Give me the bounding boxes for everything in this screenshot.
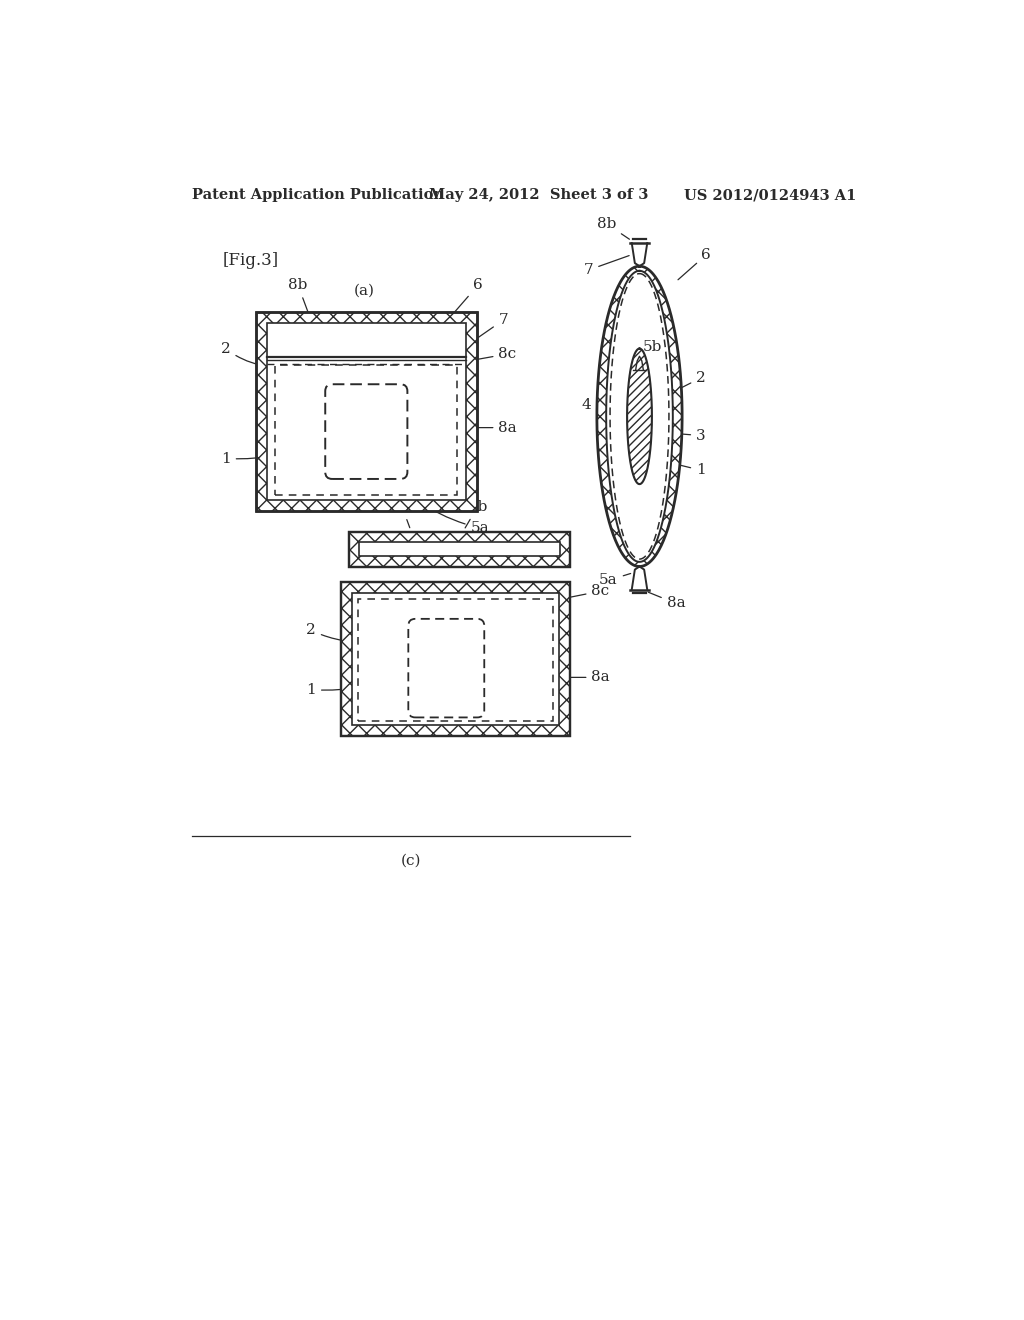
Text: 4: 4 bbox=[582, 397, 606, 412]
Polygon shape bbox=[606, 271, 673, 562]
Bar bbox=[359, 541, 560, 557]
Polygon shape bbox=[610, 273, 669, 560]
Bar bbox=[349, 532, 569, 566]
Text: 5a: 5a bbox=[417, 500, 489, 535]
Text: 2: 2 bbox=[221, 342, 267, 366]
Bar bbox=[349, 532, 569, 566]
Text: (a): (a) bbox=[354, 284, 375, 298]
Text: 8a: 8a bbox=[570, 671, 610, 684]
Text: [Fig.3]: [Fig.3] bbox=[222, 252, 279, 268]
Bar bbox=[349, 532, 569, 566]
Text: 8a: 8a bbox=[648, 593, 685, 610]
Text: 1: 1 bbox=[221, 444, 324, 466]
Text: 8b: 8b bbox=[289, 279, 309, 315]
Text: 1: 1 bbox=[306, 677, 407, 697]
Text: 6: 6 bbox=[678, 248, 712, 280]
Text: 2: 2 bbox=[306, 623, 351, 642]
Text: 3: 3 bbox=[657, 429, 706, 442]
Text: 2: 2 bbox=[673, 371, 706, 392]
Text: 8c: 8c bbox=[467, 347, 516, 362]
Text: US 2012/0124943 A1: US 2012/0124943 A1 bbox=[684, 189, 857, 202]
Bar bbox=[358, 599, 553, 721]
Text: 6: 6 bbox=[452, 279, 482, 315]
Text: (b): (b) bbox=[638, 284, 659, 298]
Text: 8b: 8b bbox=[465, 500, 487, 528]
Bar bbox=[352, 593, 559, 725]
Bar bbox=[341, 582, 569, 737]
Bar bbox=[275, 364, 458, 495]
Text: 5b: 5b bbox=[386, 341, 408, 362]
Bar bbox=[266, 323, 466, 500]
Text: 7: 7 bbox=[397, 500, 410, 528]
Bar bbox=[266, 323, 466, 500]
Text: 8a: 8a bbox=[477, 421, 517, 434]
Bar bbox=[256, 313, 477, 511]
Bar bbox=[341, 582, 569, 737]
Polygon shape bbox=[597, 267, 682, 566]
Text: 5b: 5b bbox=[643, 341, 662, 354]
Text: 5a: 5a bbox=[599, 573, 631, 587]
Bar bbox=[256, 313, 477, 511]
Text: 8c: 8c bbox=[557, 585, 609, 599]
Text: 7: 7 bbox=[477, 313, 508, 338]
Bar bbox=[359, 541, 560, 557]
Text: Patent Application Publication: Patent Application Publication bbox=[191, 189, 443, 202]
Bar bbox=[341, 582, 569, 737]
Text: 1: 1 bbox=[656, 459, 706, 478]
Polygon shape bbox=[627, 348, 652, 484]
Text: (c): (c) bbox=[400, 854, 421, 867]
Text: May 24, 2012  Sheet 3 of 3: May 24, 2012 Sheet 3 of 3 bbox=[429, 189, 648, 202]
Text: 8b: 8b bbox=[597, 216, 630, 239]
Bar bbox=[352, 593, 559, 725]
Bar bbox=[256, 313, 477, 511]
Text: 7: 7 bbox=[584, 256, 629, 277]
